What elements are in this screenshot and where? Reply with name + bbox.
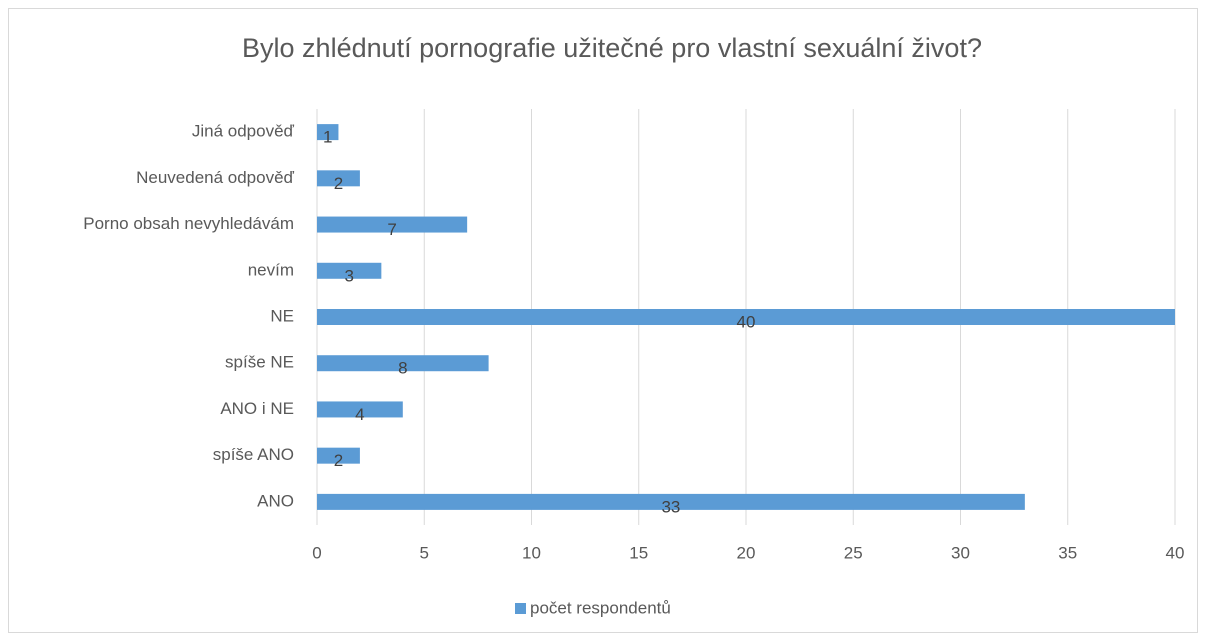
legend-label: počet respondentů	[530, 598, 671, 617]
x-tick-label: 25	[844, 543, 863, 562]
data-label: 8	[398, 359, 407, 378]
chart-title: Bylo zhlédnutí pornografie užitečné pro …	[242, 33, 982, 63]
x-tick-label: 30	[951, 543, 970, 562]
x-tick-label: 5	[420, 543, 429, 562]
y-tick-label: NE	[270, 306, 294, 325]
y-tick-label: ANO i NE	[220, 399, 294, 418]
y-tick-label: spíše ANO	[213, 445, 294, 464]
data-label: 3	[344, 266, 353, 285]
x-tick-label: 10	[522, 543, 541, 562]
data-label: 4	[355, 405, 364, 424]
y-tick-label: ANO	[257, 491, 294, 510]
data-label: 40	[737, 312, 756, 331]
data-label: 2	[334, 174, 343, 193]
data-label: 7	[387, 220, 396, 239]
bar	[317, 493, 1025, 510]
data-label: 33	[661, 497, 680, 516]
bar	[317, 447, 360, 464]
y-tick-label: Neuvedená odpověď	[136, 168, 294, 187]
data-label: 1	[323, 128, 332, 147]
bar	[317, 170, 360, 187]
y-tick-label: nevím	[248, 260, 294, 279]
bar	[317, 216, 468, 233]
bar	[317, 401, 403, 418]
x-tick-label: 20	[737, 543, 756, 562]
bar	[317, 124, 339, 141]
bar	[317, 262, 382, 279]
bar	[317, 355, 489, 372]
legend-swatch	[515, 603, 526, 614]
bar	[317, 309, 1175, 325]
x-tick-label: 40	[1166, 543, 1185, 562]
x-tick-label: 0	[312, 543, 321, 562]
data-label: 2	[334, 451, 343, 470]
y-tick-label: spíše NE	[225, 353, 294, 372]
x-tick-label: 15	[629, 543, 648, 562]
x-tick-label: 35	[1058, 543, 1077, 562]
y-tick-label: Jiná odpověď	[192, 122, 295, 141]
y-tick-label: Porno obsah nevyhledávám	[83, 214, 294, 233]
